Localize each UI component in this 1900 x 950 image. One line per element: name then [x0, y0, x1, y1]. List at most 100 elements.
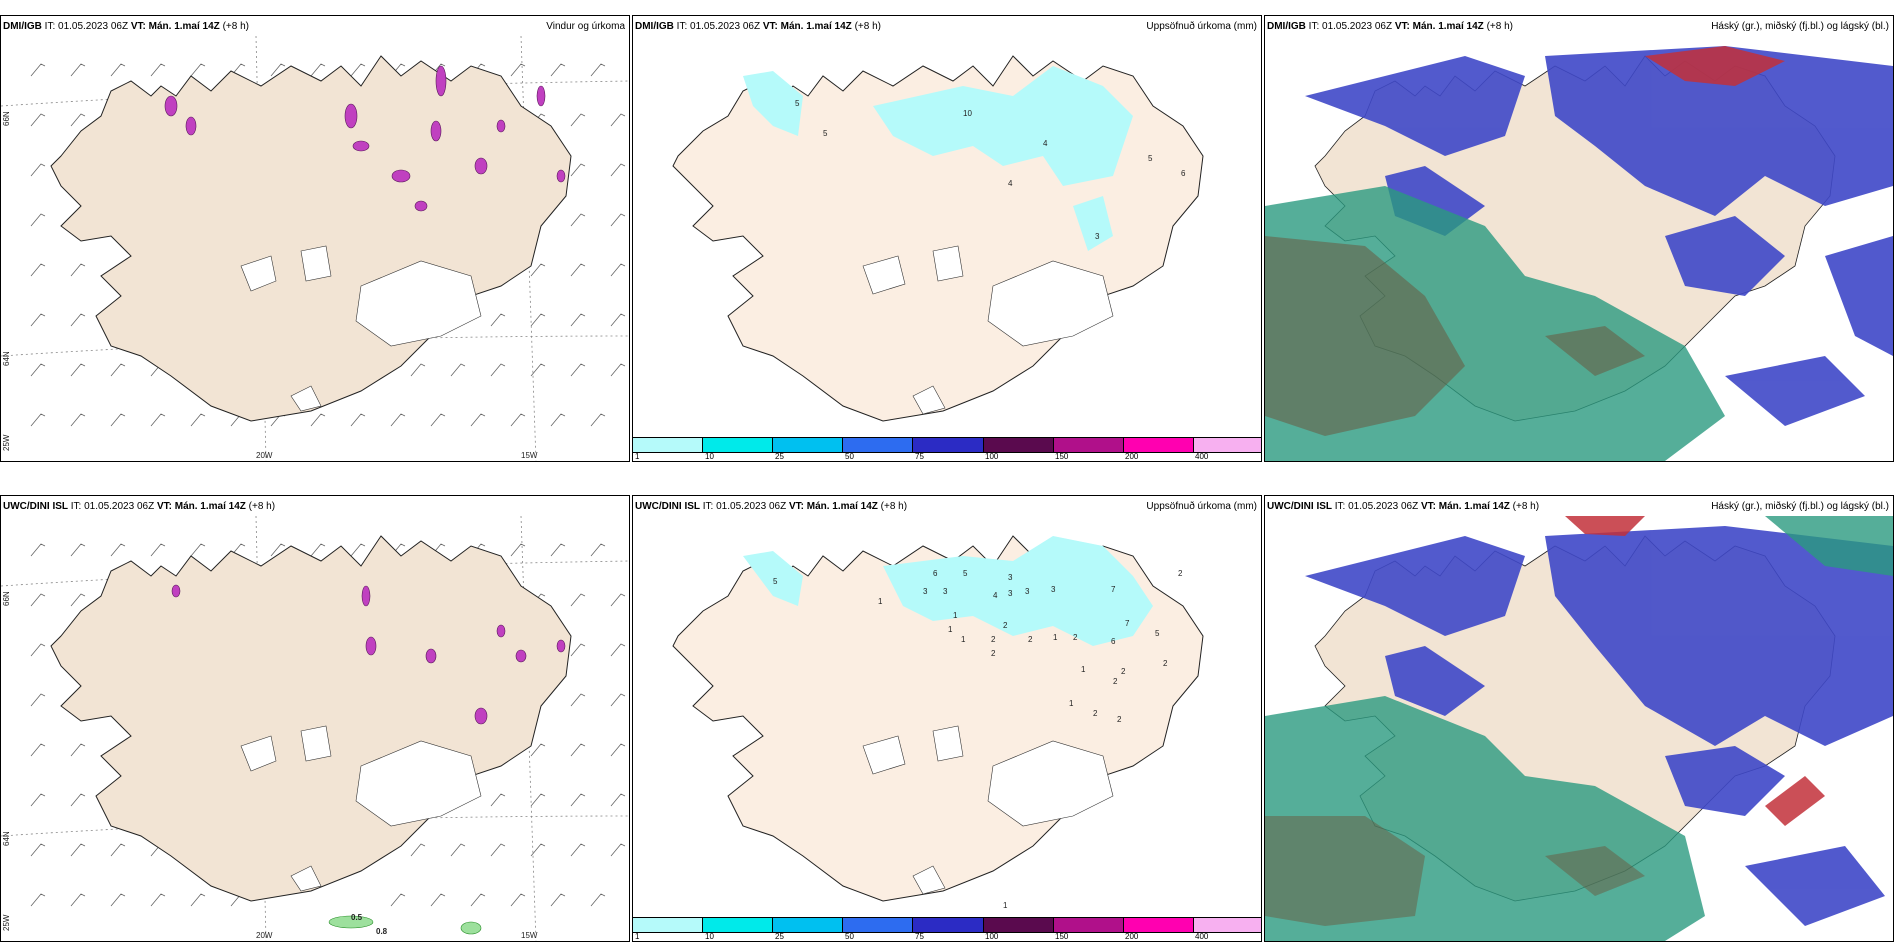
accum-label: 3 [1025, 587, 1030, 596]
cloud-low [1645, 46, 1785, 86]
lead-time: (+8 h) [854, 21, 881, 32]
accum-label: 1 [1069, 699, 1074, 708]
accum-label: 3 [1008, 589, 1013, 598]
legend-tick: 150 [1055, 452, 1069, 461]
precip-blobs [164, 65, 566, 212]
issue-time: IT: 01.05.2023 06Z [1308, 21, 1393, 32]
accum-label: 3 [943, 587, 948, 596]
valid-time: VT: Mán. 1.maí 14Z [788, 501, 878, 512]
issue-time: IT: 01.05.2023 06Z [70, 501, 155, 512]
accum-label: 4 [1008, 179, 1013, 188]
accum-label: 4 [1043, 139, 1048, 148]
cloud-map [1265, 36, 1893, 461]
legend-tick: 100 [985, 932, 999, 941]
model-name: DMI/IGB [3, 21, 42, 32]
lead-time: (+8 h) [248, 501, 276, 512]
legend-bin [1123, 438, 1194, 452]
panel-header: DMI/IGB IT: 01.05.2023 06Z VT: Mán. 1.ma… [635, 19, 1257, 35]
accum-label: 6 [933, 569, 938, 578]
lat-label-66n: 66N [2, 591, 11, 606]
valid-time: VT: Mán. 1.maí 14Z [1394, 21, 1484, 32]
panel-accum-uwc: UWC/DINI ISL IT: 01.05.2023 06Z VT: Mán.… [632, 495, 1262, 942]
precip-blobs [171, 584, 566, 725]
accum-label: 2 [1163, 659, 1168, 668]
wind-map: 0.5 0.8 66N 64N 25W 20W 15W [1, 516, 629, 941]
accum-map: 5 6 3 5 1 3 4 3 3 7 1 3 2 3 1 1 2 2 2 1 … [672, 535, 1204, 910]
legend-tick: 1 [635, 452, 640, 461]
legend-bin [703, 438, 774, 452]
legend-bin [773, 918, 844, 932]
legend-tick: 200 [1125, 932, 1139, 941]
issue-time: IT: 01.05.2023 06Z [676, 21, 761, 32]
legend-tick: 10 [705, 932, 714, 941]
contour-label: 0.8 [376, 927, 388, 936]
accum-label: 1 [1053, 633, 1058, 642]
model-name: DMI/IGB [1267, 21, 1306, 32]
lat-label-64n: 64N [2, 351, 11, 366]
legend-bin [633, 438, 704, 452]
model-name: UWC/DINI ISL [1267, 501, 1332, 512]
accum-label: 2 [1113, 677, 1118, 686]
model-name: DMI/IGB [635, 21, 674, 32]
legend-tick: 150 [1055, 932, 1069, 941]
accum-cyan [743, 66, 1133, 251]
panel-cloud-uwc: UWC/DINI ISL IT: 01.05.2023 06Z VT: Mán.… [1264, 495, 1894, 942]
accum-label: 2 [991, 635, 996, 644]
legend-tick: 200 [1125, 452, 1139, 461]
panel-title: Uppsöfnuð úrkoma (mm) [1146, 501, 1257, 512]
cloud-map [1265, 516, 1893, 941]
glaciers [862, 245, 1114, 415]
accum-label: 7 [1111, 585, 1116, 594]
legend-tick: 50 [845, 932, 854, 941]
lon-label-15w: 15W [521, 931, 538, 940]
accum-label: 1 [1081, 665, 1086, 674]
lead-time: (+8 h) [880, 501, 908, 512]
panel-title: Vindur og úrkoma [546, 21, 625, 32]
wind-map: 66N 64N 25W 20W 15W [1, 36, 629, 461]
panel-cloud-dmi: DMI/IGB IT: 01.05.2023 06Z VT: Mán. 1.ma… [1264, 15, 1894, 462]
accum-label: 2 [1093, 709, 1098, 718]
cloud-high [1305, 46, 1893, 426]
iceland-land [50, 535, 572, 902]
lat-label-64n: 64N [2, 831, 11, 846]
legend-bin [1193, 438, 1261, 452]
legend-bar [633, 437, 1261, 453]
shower-contours [328, 915, 482, 935]
legend-bin [983, 438, 1054, 452]
legend-tick: 10 [705, 452, 714, 461]
valid-time: VT: Mán. 1.maí 14Z [1420, 501, 1510, 512]
legend-bin [913, 438, 984, 452]
accum-label: 3 [923, 587, 928, 596]
accum-label: 5 [773, 577, 778, 586]
model-name: UWC/DINI ISL [635, 501, 700, 512]
accum-label: 5 [823, 129, 828, 138]
legend-bar [633, 917, 1261, 933]
panel-title: Uppsöfnuð úrkoma (mm) [1146, 21, 1257, 32]
accum-label: 10 [963, 109, 972, 118]
accum-label: 2 [1178, 569, 1183, 578]
legend-bin [983, 918, 1054, 932]
precip-legend: 1 10 25 50 75 100 150 200 400 [633, 917, 1261, 941]
lat-label-66n: 66N [2, 111, 11, 126]
lead-time: (+8 h) [1512, 501, 1540, 512]
panel-wind-dmi: DMI/IGB IT: 01.05.2023 06Z VT: Mán. 1.ma… [0, 15, 630, 462]
panel-header: DMI/IGB IT: 01.05.2023 06Z VT: Mán. 1.ma… [1267, 19, 1889, 35]
legend-bin [1193, 918, 1261, 932]
model-name: UWC/DINI ISL [3, 501, 68, 512]
accum-label: 5 [1155, 629, 1160, 638]
accum-label: 3 [1095, 232, 1100, 241]
panel-header: UWC/DINI ISL IT: 01.05.2023 06Z VT: Mán.… [1267, 499, 1889, 515]
panel-header: DMI/IGB IT: 01.05.2023 06Z VT: Mán. 1.ma… [3, 19, 625, 35]
accum-label: 1 [961, 635, 966, 644]
accum-label: 2 [1121, 667, 1126, 676]
glaciers [240, 245, 482, 412]
contour-label: 0.5 [351, 913, 363, 922]
legend-bin [913, 918, 984, 932]
lon-label-20w: 20W [256, 931, 273, 940]
lat-label-25w: 25W [2, 914, 11, 931]
legend-tick: 75 [915, 452, 924, 461]
legend-bin [843, 438, 914, 452]
glaciers [862, 725, 1114, 895]
accum-label: 2 [1028, 635, 1033, 644]
accum-label: 2 [991, 649, 996, 658]
